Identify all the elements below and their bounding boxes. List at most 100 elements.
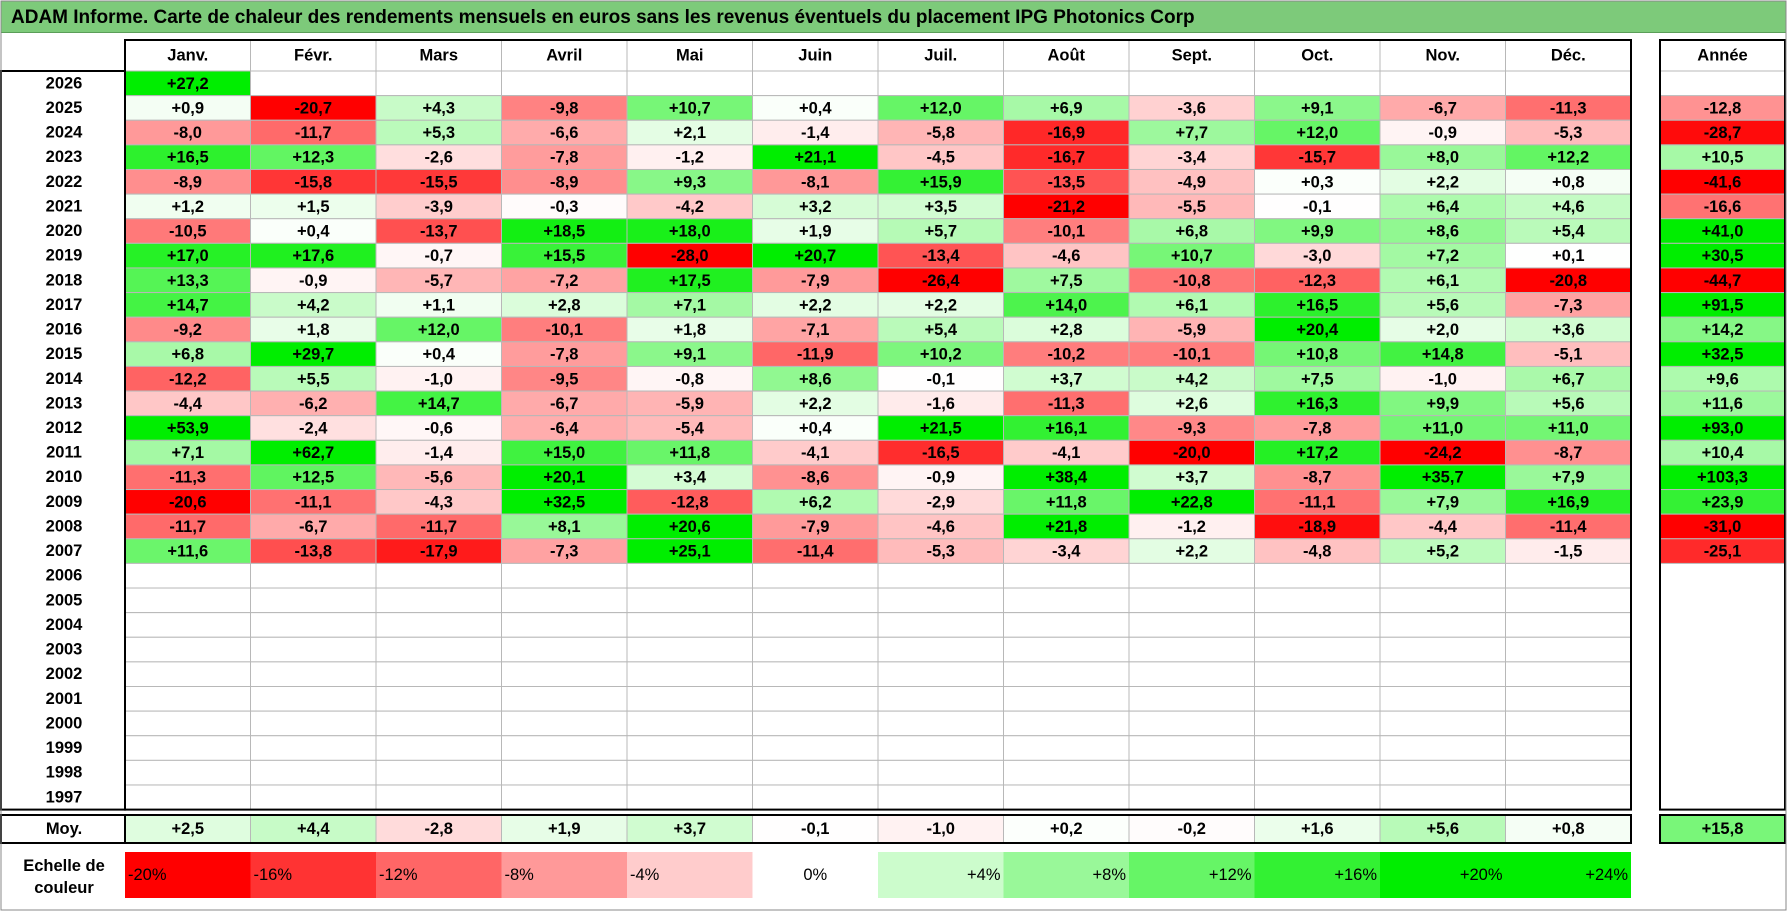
average-cell-value: -2,8 bbox=[425, 820, 453, 838]
heatmap-cell bbox=[250, 464, 377, 491]
heatmap-cell-value: +7,1 bbox=[171, 444, 204, 462]
heatmap-cell-value: -26,4 bbox=[922, 272, 960, 290]
heatmap-cell bbox=[1128, 710, 1255, 737]
heatmap-cell-value: -5,6 bbox=[425, 469, 453, 487]
heatmap-cell bbox=[124, 464, 251, 491]
heatmap-cell bbox=[877, 70, 1004, 97]
heatmap-cell bbox=[877, 636, 1004, 663]
scale-swatch-label: +24% bbox=[1585, 866, 1628, 884]
heatmap-cell-value: -0,7 bbox=[425, 247, 453, 265]
heatmap-cell bbox=[1128, 267, 1255, 294]
heatmap-cell bbox=[1254, 168, 1381, 195]
heatmap-cell bbox=[124, 784, 251, 811]
heatmap-cell-value: -20,0 bbox=[1173, 444, 1211, 462]
heatmap-cell bbox=[1128, 464, 1255, 491]
heatmap-cell bbox=[626, 686, 753, 712]
annual-cell-value: -44,7 bbox=[1704, 272, 1742, 290]
heatmap-cell bbox=[501, 710, 628, 737]
heatmap-cell bbox=[1379, 439, 1506, 466]
heatmap-cell-value: -4,6 bbox=[927, 518, 955, 536]
heatmap-cell-value: -7,9 bbox=[801, 518, 829, 536]
heatmap-cell bbox=[1003, 686, 1130, 712]
heatmap-cell bbox=[1254, 70, 1381, 97]
heatmap-cell bbox=[626, 70, 753, 97]
year-label: 2002 bbox=[46, 665, 83, 683]
heatmap-cell-value: +0,4 bbox=[297, 223, 330, 241]
heatmap-cell-value: -9,3 bbox=[1178, 419, 1206, 437]
heatmap-cell bbox=[124, 267, 251, 294]
heatmap-cell bbox=[877, 464, 1004, 491]
scale-swatch-label: -16% bbox=[254, 866, 293, 884]
heatmap-cell bbox=[124, 168, 251, 195]
heatmap-cell-value: +6,8 bbox=[171, 346, 204, 364]
average-annual-frame bbox=[1659, 814, 1786, 844]
heatmap-cell bbox=[877, 242, 1004, 269]
heatmap-cell-value: +2,2 bbox=[1175, 543, 1208, 561]
heatmap-cell-value: +53,9 bbox=[167, 419, 209, 437]
heatmap-cell-value: -15,5 bbox=[420, 173, 458, 191]
heatmap-cell bbox=[626, 513, 753, 540]
heatmap-cell bbox=[375, 710, 502, 737]
heatmap-cell-value: -3,6 bbox=[1178, 99, 1206, 117]
annual-header-label: Année bbox=[1697, 47, 1747, 65]
heatmap-cell bbox=[124, 218, 251, 244]
month-header-label: Avril bbox=[546, 47, 582, 65]
heatmap-cell bbox=[1505, 464, 1632, 491]
heatmap-cell bbox=[250, 365, 377, 392]
heatmap-cell bbox=[375, 95, 502, 121]
year-label: 2017 bbox=[46, 296, 83, 314]
year-label: 2020 bbox=[46, 222, 83, 240]
heatmap-cell bbox=[501, 95, 628, 121]
heatmap-cell bbox=[250, 612, 377, 638]
year-label: 2005 bbox=[46, 591, 83, 609]
heatmap-cell-value: +2,0 bbox=[1426, 321, 1459, 339]
heatmap-cell bbox=[1505, 686, 1632, 712]
heatmap-cell bbox=[250, 686, 377, 712]
heatmap-cell-value: +6,9 bbox=[1050, 99, 1083, 117]
heatmap-cell-value: -15,7 bbox=[1298, 149, 1336, 167]
heatmap-cell-value: +0,4 bbox=[799, 419, 832, 437]
heatmap-cell bbox=[1505, 735, 1632, 761]
heatmap-cell bbox=[1003, 636, 1130, 663]
heatmap-cell-value: +8,0 bbox=[1426, 149, 1459, 167]
annual-cell-value: +32,5 bbox=[1702, 346, 1744, 364]
annual-cell-value: -16,6 bbox=[1704, 198, 1742, 216]
heatmap-cell-value: +14,8 bbox=[1422, 346, 1464, 364]
heatmap-cell bbox=[250, 439, 377, 466]
heatmap-cell-value: +6,4 bbox=[1426, 198, 1459, 216]
heatmap-cell bbox=[1505, 612, 1632, 638]
heatmap-cell bbox=[626, 587, 753, 614]
heatmap-cell bbox=[375, 144, 502, 170]
heatmap-cell bbox=[250, 710, 377, 737]
heatmap-cell-value: +14,7 bbox=[167, 296, 209, 314]
average-cell-value: +2,5 bbox=[171, 820, 204, 838]
heatmap-cell bbox=[626, 218, 753, 244]
heatmap-cell-value: +4,6 bbox=[1552, 198, 1585, 216]
heatmap-cell-value: +15,0 bbox=[543, 444, 585, 462]
heatmap-cell-value: +12,0 bbox=[1296, 124, 1338, 142]
heatmap-cell bbox=[1128, 439, 1255, 466]
heatmap-cell-value: +0,3 bbox=[1301, 173, 1334, 191]
scale-swatch bbox=[250, 852, 376, 898]
heatmap-cell-value: -11,7 bbox=[420, 518, 457, 536]
heatmap-cell bbox=[1128, 193, 1255, 220]
heatmap-cell-value: -16,5 bbox=[922, 444, 960, 462]
heatmap-cell bbox=[877, 95, 1004, 121]
heatmap-cell-value: -10,8 bbox=[1173, 272, 1211, 290]
year-label: 2004 bbox=[46, 616, 84, 634]
scale-swatch bbox=[1254, 852, 1380, 898]
heatmap-cell-value: -11,7 bbox=[295, 124, 332, 142]
heatmap-cell-value: +1,1 bbox=[422, 296, 455, 314]
heatmap-cell-value: +3,5 bbox=[924, 198, 957, 216]
heatmap-cell bbox=[1003, 538, 1130, 564]
heatmap-cell bbox=[250, 70, 377, 97]
heatmap-cell-value: +20,6 bbox=[669, 518, 711, 536]
heatmap-cell-value: -17,9 bbox=[420, 543, 458, 561]
heatmap-cell-value: -1,6 bbox=[927, 395, 955, 413]
heatmap-cell bbox=[1254, 218, 1381, 244]
heatmap-cell-value: -0,9 bbox=[927, 469, 955, 487]
heatmap-cell bbox=[752, 562, 879, 589]
heatmap-cell bbox=[877, 193, 1004, 220]
heatmap-cell-value: -2,9 bbox=[927, 493, 955, 511]
year-label: 2023 bbox=[46, 148, 83, 166]
